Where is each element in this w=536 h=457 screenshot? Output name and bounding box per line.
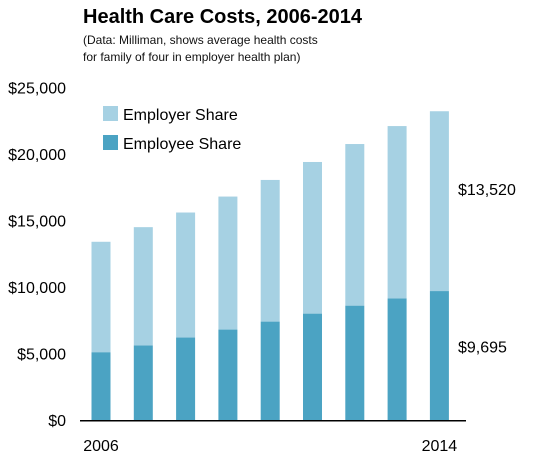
bar-employer-share <box>91 241 111 353</box>
legend-swatch <box>103 135 118 150</box>
bar-employer-share <box>429 111 449 292</box>
bar-employee-share <box>218 329 238 420</box>
bar-employer-share <box>218 196 238 330</box>
data-label: $13,520 <box>458 182 516 199</box>
y-tick-label: $15,000 <box>8 214 66 231</box>
y-tick-label: $5,000 <box>17 347 66 364</box>
x-tick-label: 2014 <box>422 438 458 455</box>
legend-label: Employer Share <box>123 107 238 124</box>
bar-employee-share <box>303 313 322 420</box>
legend-label: Employee Share <box>123 136 241 153</box>
chart-title: Health Care Costs, 2006-2014 <box>83 6 363 28</box>
bar-employee-share <box>133 345 153 420</box>
subtitle-line: for family of four in employer health pl… <box>83 50 301 64</box>
bar-employer-share <box>345 144 365 306</box>
y-axis-ticks: $0 $5,000 $10,000 $15,000 $20,000 $25,000 <box>8 81 66 431</box>
bar-employee-share <box>260 321 280 420</box>
chart-subtitle: (Data: Milliman, shows average health co… <box>83 32 403 66</box>
subtitle-line: (Data: Milliman, shows average health co… <box>83 33 318 47</box>
bar-employee-share <box>91 352 111 420</box>
bar-employer-share <box>387 126 407 299</box>
bar-employer-share <box>260 179 280 322</box>
x-tick-label: 2006 <box>83 438 119 455</box>
y-tick-label: $10,000 <box>8 280 66 297</box>
legend-swatch <box>103 106 118 121</box>
y-tick-label: $25,000 <box>8 81 66 98</box>
bar-employee-share <box>387 298 407 420</box>
bar-employee-share <box>176 337 196 420</box>
bar-employer-share <box>176 212 196 338</box>
x-axis-ticks: 2006 2014 <box>83 438 457 455</box>
bar-employee-share <box>429 291 449 420</box>
bar-employee-share <box>345 305 365 420</box>
data-label: $9,695 <box>458 340 507 357</box>
annotations: $13,520 $9,695 <box>458 182 516 356</box>
y-tick-label: $0 <box>48 413 66 430</box>
legend: Employer Share Employee Share <box>103 106 241 153</box>
bars <box>91 111 449 420</box>
bar-employer-share <box>133 227 153 346</box>
bar-employer-share <box>303 161 322 314</box>
y-tick-label: $20,000 <box>8 147 66 164</box>
